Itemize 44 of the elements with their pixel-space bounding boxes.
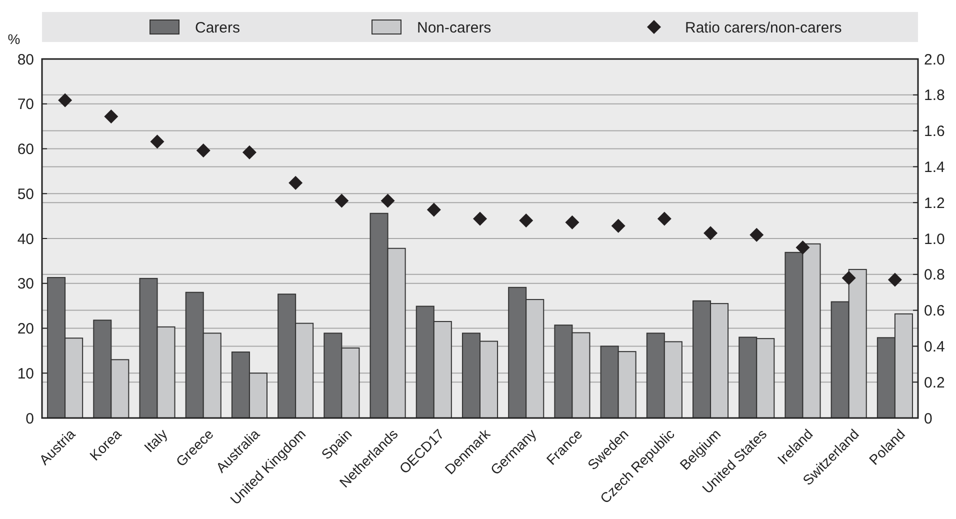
point (565, 215, 580, 230)
legend-label: Non-carers (417, 19, 492, 36)
point (334, 194, 349, 208)
y2-tick-label: 0.4 (924, 338, 945, 356)
y2-tick-label: 1.6 (924, 123, 945, 140)
y2-tick-label: 2.0 (924, 51, 945, 68)
point (611, 218, 626, 233)
point (58, 93, 72, 108)
legend-label: Carers (195, 19, 240, 36)
point (150, 134, 164, 149)
point (888, 272, 902, 287)
point (657, 212, 672, 226)
point (380, 194, 395, 208)
y2-tick-label: 1.8 (924, 87, 945, 104)
point (750, 228, 764, 242)
y2-tick-label: 1.2 (924, 194, 945, 212)
y2-tick-label: 0 (924, 410, 932, 428)
y-tick-label: 40 (17, 230, 34, 248)
y-axis-title: % (8, 31, 20, 47)
y-tick-label: 10 (17, 365, 34, 382)
y2-tick-label: 1.4 (924, 158, 945, 176)
point (242, 145, 256, 160)
y-tick-label: 60 (17, 141, 34, 158)
point (842, 270, 856, 285)
y-tick-label: 0 (26, 410, 34, 428)
legend-label: Ratio carers/non-carers (685, 19, 842, 36)
point (704, 226, 718, 240)
point (519, 214, 534, 228)
y2-tick-label: 1.0 (924, 230, 945, 248)
point (104, 109, 118, 124)
y-tick-label: 70 (17, 96, 34, 114)
point (288, 176, 303, 190)
y2-tick-label: 0.2 (924, 374, 945, 392)
point (796, 240, 810, 254)
y-tick-label: 50 (17, 186, 34, 203)
y2-tick-label: 0.8 (924, 266, 945, 284)
point (426, 202, 441, 217)
y-tick-label: 80 (17, 51, 34, 68)
point (196, 144, 210, 158)
point (473, 212, 487, 226)
x-tick-label: Italy (140, 426, 170, 456)
y-tick-label: 20 (17, 320, 34, 338)
y2-tick-label: 0.6 (924, 302, 945, 320)
y-tick-label: 30 (17, 276, 34, 293)
